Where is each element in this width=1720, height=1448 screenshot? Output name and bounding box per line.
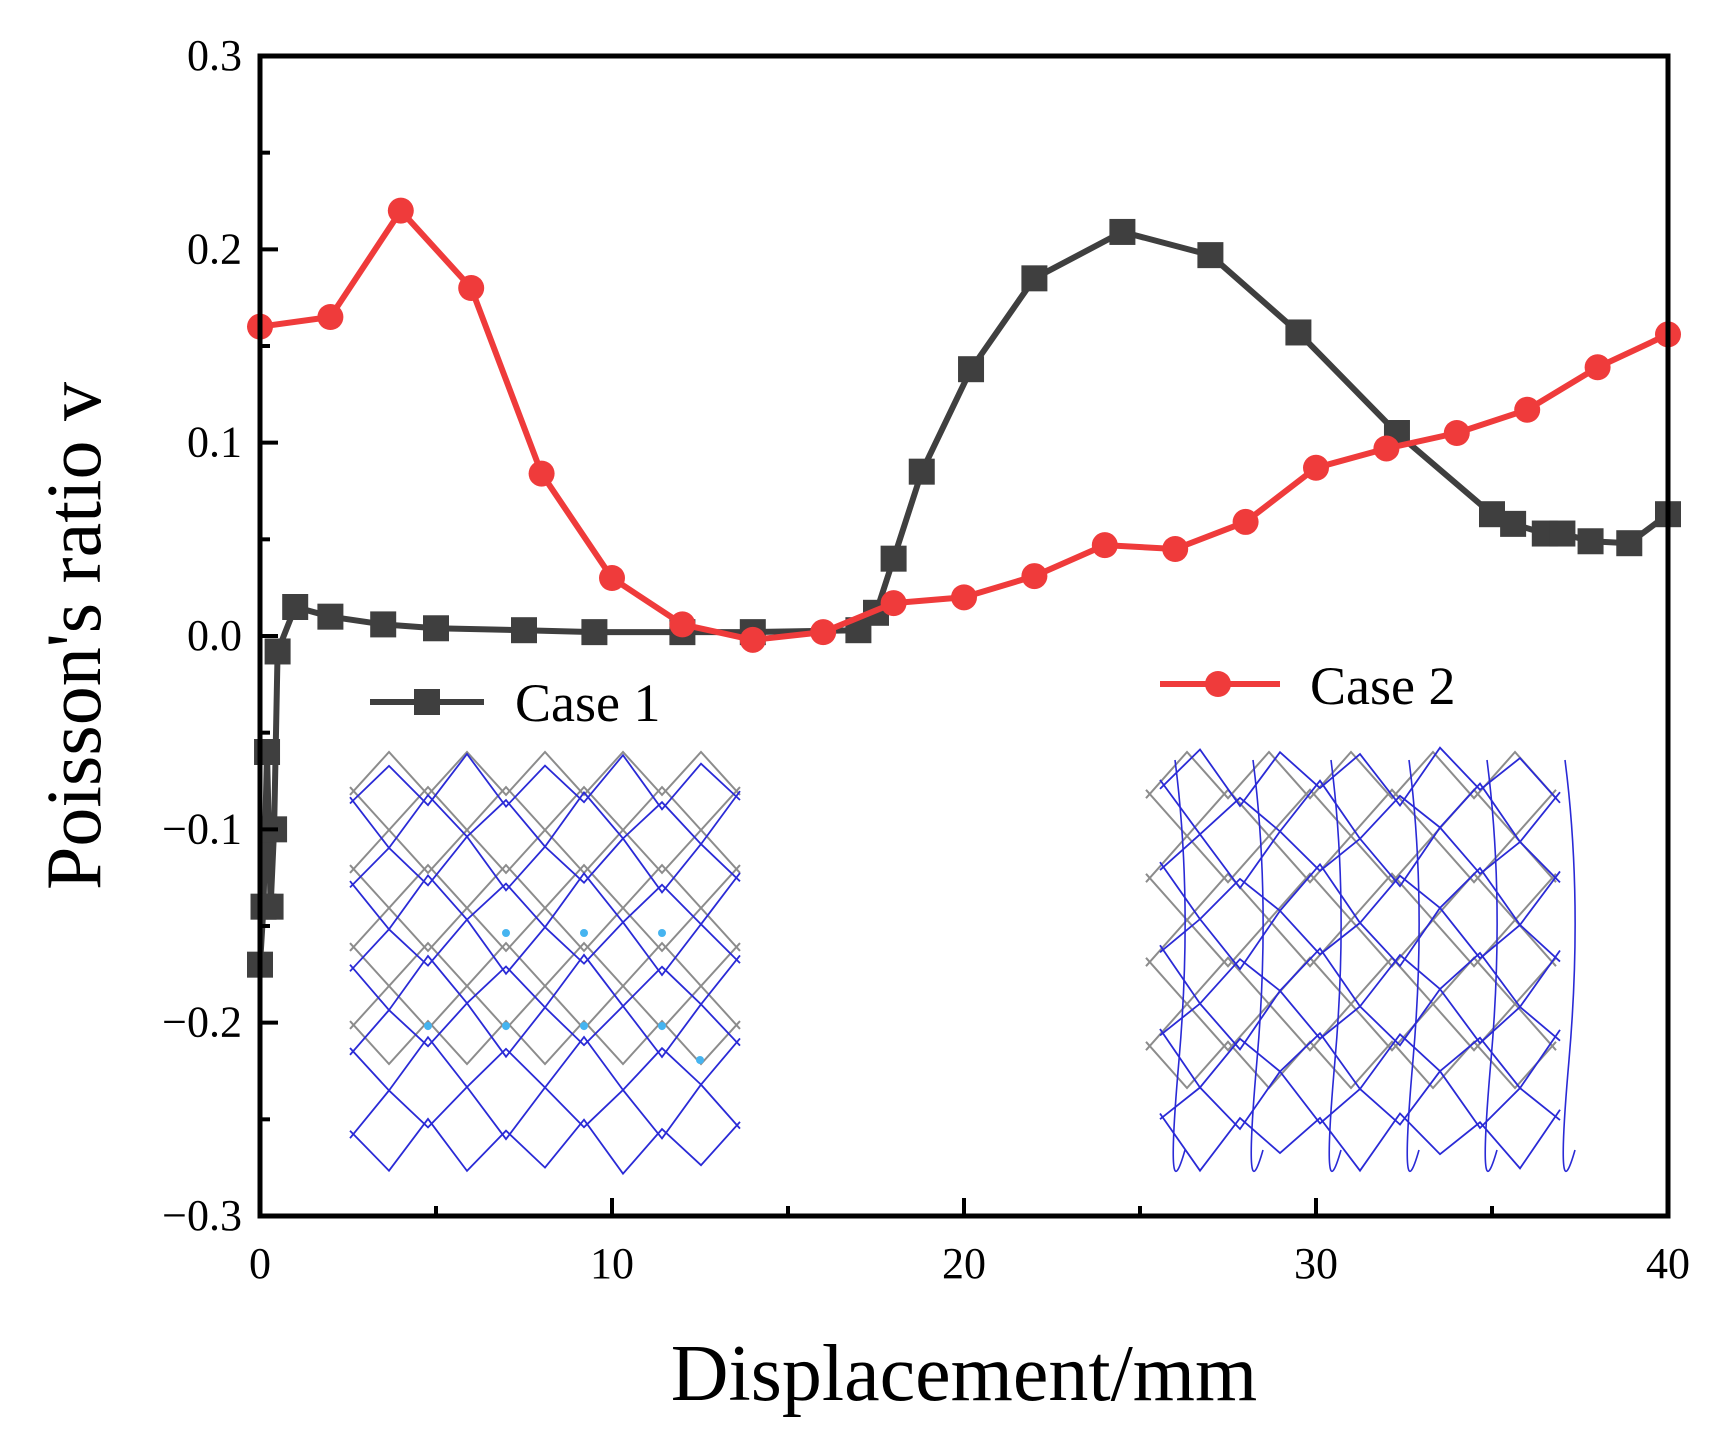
data-point — [581, 619, 608, 646]
data-point — [669, 611, 696, 638]
data-point — [1577, 528, 1604, 555]
lattice-strut — [1406, 759, 1420, 1173]
y-tick-label: −0.3 — [162, 1191, 242, 1240]
data-point — [317, 304, 344, 330]
y-tick-label: 0.2 — [187, 224, 242, 273]
legend-case-2: Case 2 — [1160, 656, 1455, 716]
lattice-strut — [1562, 759, 1576, 1173]
lattice-strut — [1328, 759, 1342, 1173]
lattice-insets — [349, 746, 1576, 1176]
data-point — [1303, 454, 1329, 481]
x-tick-label: 40 — [1646, 1239, 1690, 1288]
data-point — [423, 615, 449, 642]
y-tick-label: 0.3 — [187, 31, 242, 80]
lattice-joint — [696, 1056, 704, 1064]
data-point — [1091, 532, 1118, 559]
data-point — [599, 565, 625, 591]
lattice-joint — [502, 929, 510, 937]
data-point — [739, 626, 766, 653]
lattice-joint — [658, 1022, 666, 1030]
legend-case-2-marker — [1205, 671, 1231, 697]
data-point — [1021, 563, 1048, 590]
legend: Case 1 Case 2 — [370, 656, 1455, 733]
y-tick-label: 0.0 — [187, 611, 242, 660]
axes-layer: 0 10 20 30 40 0.3 0.2 0.1 0.0 −0.1 −0.2 −0.3 — [162, 31, 1690, 1288]
series-case-1 — [247, 218, 1681, 978]
series-layer — [247, 197, 1681, 978]
lattice-strut — [349, 750, 741, 797]
data-point — [951, 584, 977, 611]
lattice-strut — [1159, 906, 1561, 971]
data-point — [387, 197, 414, 224]
lattice-strut — [1159, 1109, 1561, 1173]
lattice-strut — [349, 1001, 741, 1059]
y-tick-label: −0.1 — [162, 804, 242, 853]
lattice-strut — [349, 984, 741, 1031]
lattice-strut — [1484, 759, 1498, 1173]
lattice-strut — [1159, 1069, 1561, 1131]
lattice-strut — [1159, 826, 1561, 890]
lattice-joint — [424, 1022, 432, 1030]
case-1-lattice-inset — [349, 750, 741, 1176]
data-point — [1500, 510, 1527, 537]
data-point — [528, 460, 555, 487]
data-point — [282, 594, 309, 620]
lattice-joint — [502, 1022, 510, 1030]
lattice-strut — [1159, 746, 1561, 808]
lattice-strut — [349, 835, 741, 894]
y-tick-label: −0.2 — [162, 998, 242, 1047]
data-point — [880, 590, 907, 617]
data-point — [1021, 265, 1048, 292]
data-point — [1285, 319, 1312, 346]
data-point — [1584, 354, 1611, 381]
lattice-strut — [1250, 759, 1264, 1173]
series-case-2 — [247, 197, 1681, 653]
data-point — [958, 356, 985, 383]
x-tick-label: 30 — [1294, 1239, 1338, 1288]
data-point — [1616, 530, 1643, 557]
lattice-joint — [580, 1022, 588, 1030]
data-point — [1197, 242, 1224, 269]
data-point — [1443, 420, 1470, 446]
lattice-joint — [658, 929, 666, 937]
lattice-strut — [349, 1083, 741, 1141]
legend-case-1-marker — [414, 689, 440, 715]
data-point — [1549, 520, 1576, 547]
data-point — [1232, 508, 1259, 535]
data-point — [317, 603, 344, 630]
x-axis-title: Displacement/mm — [671, 1330, 1258, 1418]
lattice-strut — [1145, 1002, 1557, 1052]
lattice-strut — [349, 828, 741, 875]
data-point — [370, 611, 397, 638]
data-point — [1373, 435, 1400, 462]
lattice-strut — [349, 906, 741, 953]
legend-case-1: Case 1 — [370, 673, 660, 733]
lattice-strut — [1172, 759, 1186, 1173]
data-point — [880, 545, 907, 572]
data-point — [908, 458, 935, 485]
case-2-lattice-inset — [1145, 746, 1576, 1173]
data-point — [1162, 536, 1189, 562]
x-tick-label: 10 — [590, 1239, 634, 1288]
data-point — [1109, 218, 1136, 245]
x-tick-label: 20 — [942, 1239, 986, 1288]
lattice-strut — [349, 1117, 741, 1176]
data-point — [1514, 396, 1541, 423]
lattice-joint — [580, 929, 588, 937]
data-point — [458, 275, 485, 301]
lattice-strut — [349, 918, 741, 977]
data-point — [264, 638, 291, 665]
y-tick-label: 0.1 — [187, 418, 242, 467]
x-tick-label: 0 — [249, 1239, 271, 1288]
data-point — [810, 619, 837, 646]
lattice-strut — [349, 1019, 741, 1066]
lattice-strut — [1145, 1040, 1557, 1090]
data-point — [511, 617, 537, 644]
y-axis-title: Poisson's ratio v — [30, 382, 117, 890]
legend-case-1-label: Case 1 — [515, 673, 660, 733]
lattice-strut — [349, 752, 741, 811]
legend-case-2-label: Case 2 — [1310, 656, 1455, 716]
